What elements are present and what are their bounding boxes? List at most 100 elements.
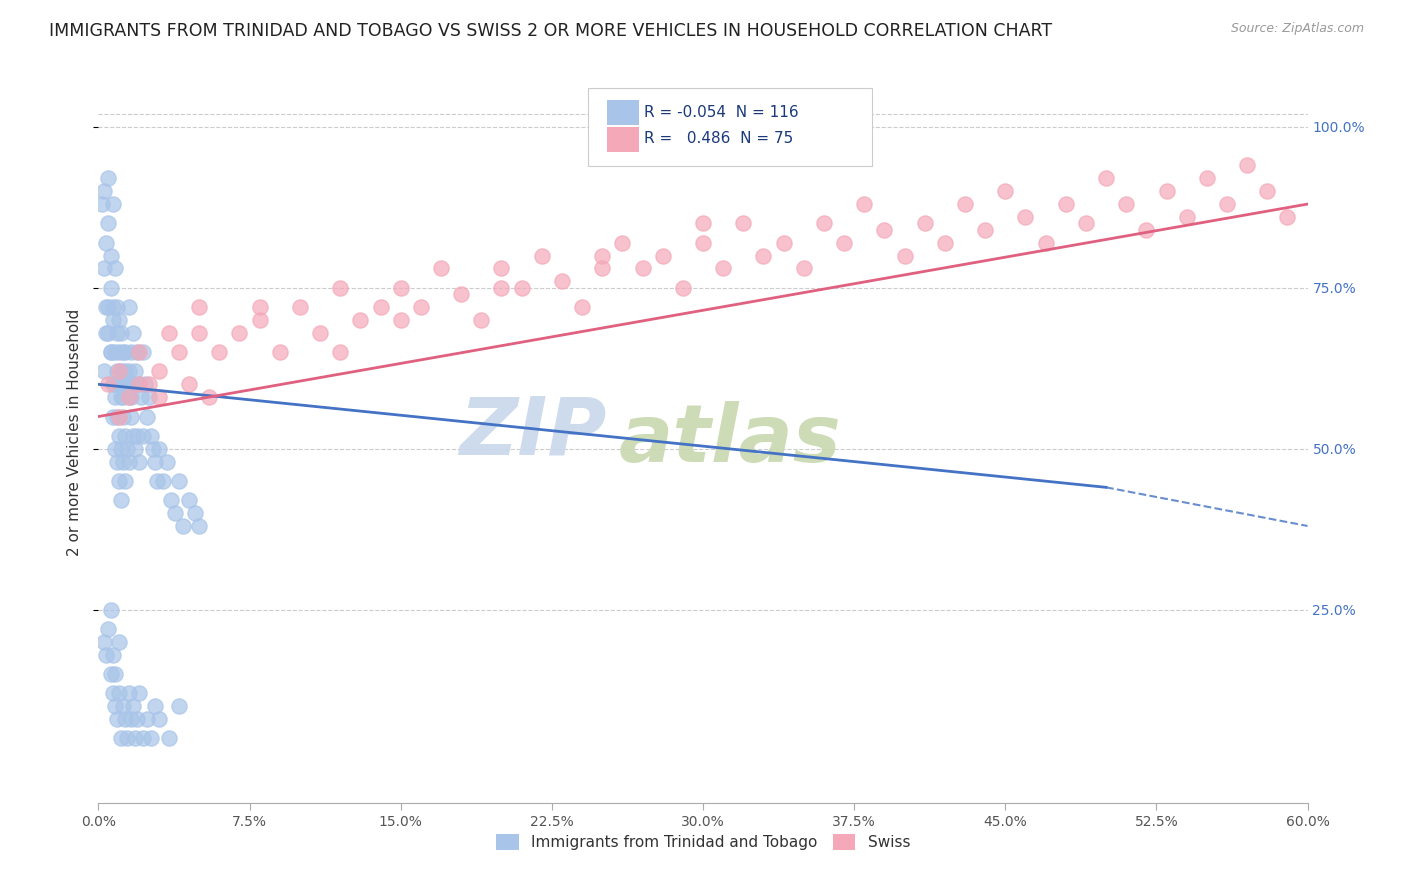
Point (93, 364, 115, 378)
Point (103, 261, 125, 276)
Point (118, 300, 141, 314)
Point (97, 622, 120, 636)
Point (121, 377, 143, 392)
Point (138, 390, 160, 404)
Point (107, 474, 129, 488)
Point (1256, 184, 1278, 198)
Point (107, 364, 129, 378)
Text: ZIP: ZIP (458, 393, 606, 472)
Point (111, 390, 134, 404)
Point (1014, 210, 1036, 224)
Point (631, 261, 654, 276)
Point (249, 313, 271, 327)
Point (105, 300, 128, 314)
FancyBboxPatch shape (607, 100, 638, 126)
Point (120, 409, 142, 424)
Point (142, 442, 165, 456)
Point (124, 442, 146, 456)
Point (125, 429, 148, 443)
Point (1175, 210, 1198, 224)
Point (157, 731, 180, 746)
Point (591, 249, 613, 263)
Point (1115, 197, 1137, 211)
Point (135, 712, 157, 726)
Point (100, 667, 122, 681)
Point (101, 377, 124, 392)
Point (793, 261, 815, 276)
Y-axis label: 2 or more Vehicles in Household: 2 or more Vehicles in Household (67, 309, 83, 557)
Point (93, 635, 115, 649)
Point (124, 731, 146, 746)
Point (772, 235, 794, 250)
Point (994, 184, 1017, 198)
Point (167, 699, 190, 714)
Point (103, 345, 125, 359)
Point (121, 326, 143, 340)
Point (101, 648, 124, 662)
Point (128, 345, 150, 359)
Point (1054, 197, 1077, 211)
Point (97, 300, 120, 314)
Text: Source: ZipAtlas.com: Source: ZipAtlas.com (1230, 22, 1364, 36)
Point (551, 274, 574, 288)
Point (97, 326, 120, 340)
Point (132, 345, 155, 359)
Point (143, 699, 166, 714)
Point (167, 345, 190, 359)
Point (132, 429, 155, 443)
Point (329, 345, 352, 359)
Point (129, 390, 152, 404)
Point (450, 287, 472, 301)
Point (120, 345, 142, 359)
Point (591, 261, 613, 276)
Point (309, 326, 332, 340)
Point (121, 699, 143, 714)
Point (105, 712, 128, 726)
Point (160, 493, 183, 508)
Point (228, 326, 250, 340)
Point (101, 300, 124, 314)
Point (491, 281, 513, 295)
Point (103, 667, 125, 681)
Point (530, 249, 553, 263)
Text: IMMIGRANTS FROM TRINIDAD AND TOBAGO VS SWISS 2 OR MORE VEHICLES IN HOUSEHOLD COR: IMMIGRANTS FROM TRINIDAD AND TOBAGO VS S… (49, 22, 1052, 40)
Point (107, 635, 129, 649)
Point (101, 313, 124, 327)
Point (107, 313, 129, 327)
Point (110, 731, 132, 746)
Point (97, 171, 120, 186)
Point (1074, 216, 1097, 230)
Point (389, 281, 412, 295)
Point (93, 261, 115, 276)
Point (148, 712, 170, 726)
FancyBboxPatch shape (607, 127, 638, 152)
Point (91, 197, 114, 211)
Point (188, 300, 211, 314)
Point (138, 377, 160, 392)
Point (157, 326, 180, 340)
Point (110, 442, 132, 456)
Point (100, 281, 122, 295)
Point (672, 281, 695, 295)
Point (934, 235, 956, 250)
Point (692, 235, 714, 250)
Point (329, 281, 352, 295)
Point (571, 300, 593, 314)
Point (1236, 158, 1258, 172)
Point (953, 197, 976, 211)
Point (114, 345, 136, 359)
Point (107, 409, 129, 424)
Point (208, 345, 231, 359)
Point (651, 249, 673, 263)
Point (96, 648, 118, 662)
Point (105, 409, 128, 424)
Point (111, 345, 134, 359)
Point (184, 506, 207, 520)
Point (370, 300, 392, 314)
Point (389, 313, 412, 327)
Point (110, 364, 132, 378)
Point (148, 364, 170, 378)
Point (146, 474, 169, 488)
Point (188, 519, 211, 533)
Point (172, 519, 194, 533)
